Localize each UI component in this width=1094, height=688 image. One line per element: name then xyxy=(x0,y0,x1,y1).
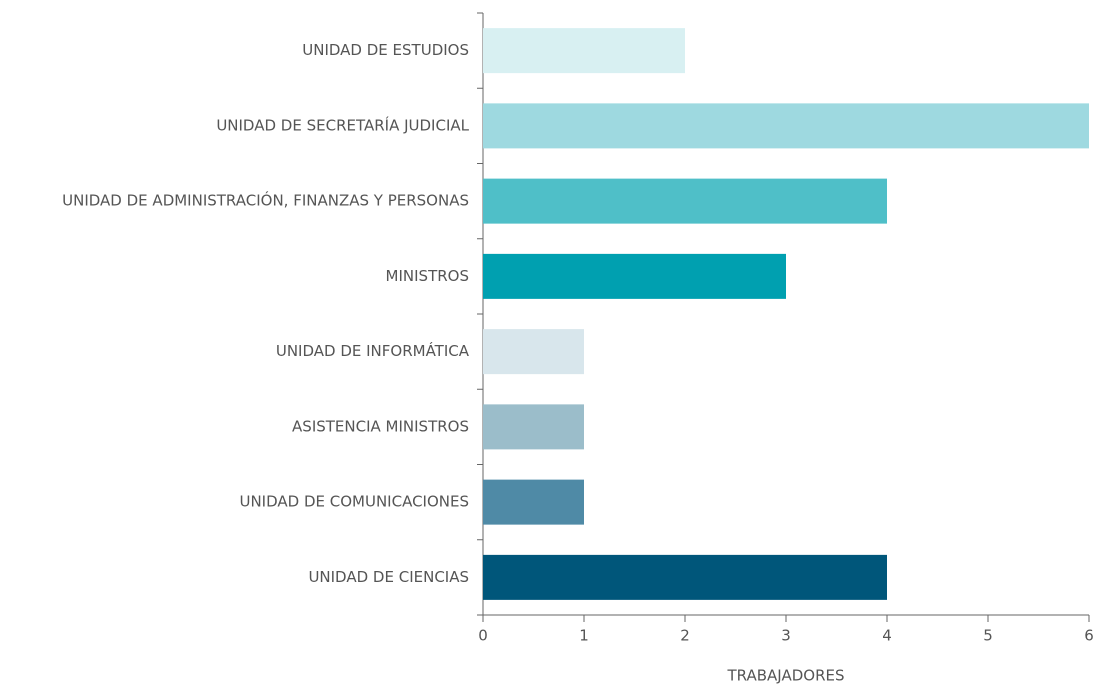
x-tick-label: 4 xyxy=(882,627,892,645)
x-tick-label: 1 xyxy=(579,627,589,645)
y-tick-label: MINISTROS xyxy=(386,267,469,285)
y-tick-label: UNIDAD DE ESTUDIOS xyxy=(302,41,469,59)
y-tick-label: ASISTENCIA MINISTROS xyxy=(292,417,469,435)
y-tick-label: UNIDAD DE ADMINISTRACIÓN, FINANZAS Y PER… xyxy=(62,191,469,210)
x-tick-label: 0 xyxy=(478,627,488,645)
x-axis-label: TRABAJADORES xyxy=(727,667,845,685)
bar xyxy=(483,178,887,224)
bar xyxy=(483,103,1089,149)
y-tick-label: UNIDAD DE COMUNICACIONES xyxy=(239,493,469,511)
bar xyxy=(483,329,584,375)
x-tick-label: 3 xyxy=(781,627,791,645)
x-tick-label: 6 xyxy=(1084,627,1094,645)
bar xyxy=(483,253,786,299)
bar xyxy=(483,28,685,74)
y-tick-label: UNIDAD DE SECRETARÍA JUDICIAL xyxy=(216,115,469,134)
bar xyxy=(483,479,584,525)
bar xyxy=(483,554,887,600)
y-tick-label: UNIDAD DE INFORMÁTICA xyxy=(276,341,470,360)
y-tick-label: UNIDAD DE CIENCIAS xyxy=(308,568,469,586)
bar xyxy=(483,404,584,450)
x-tick-label: 2 xyxy=(680,627,690,645)
x-tick-label: 5 xyxy=(983,627,993,645)
